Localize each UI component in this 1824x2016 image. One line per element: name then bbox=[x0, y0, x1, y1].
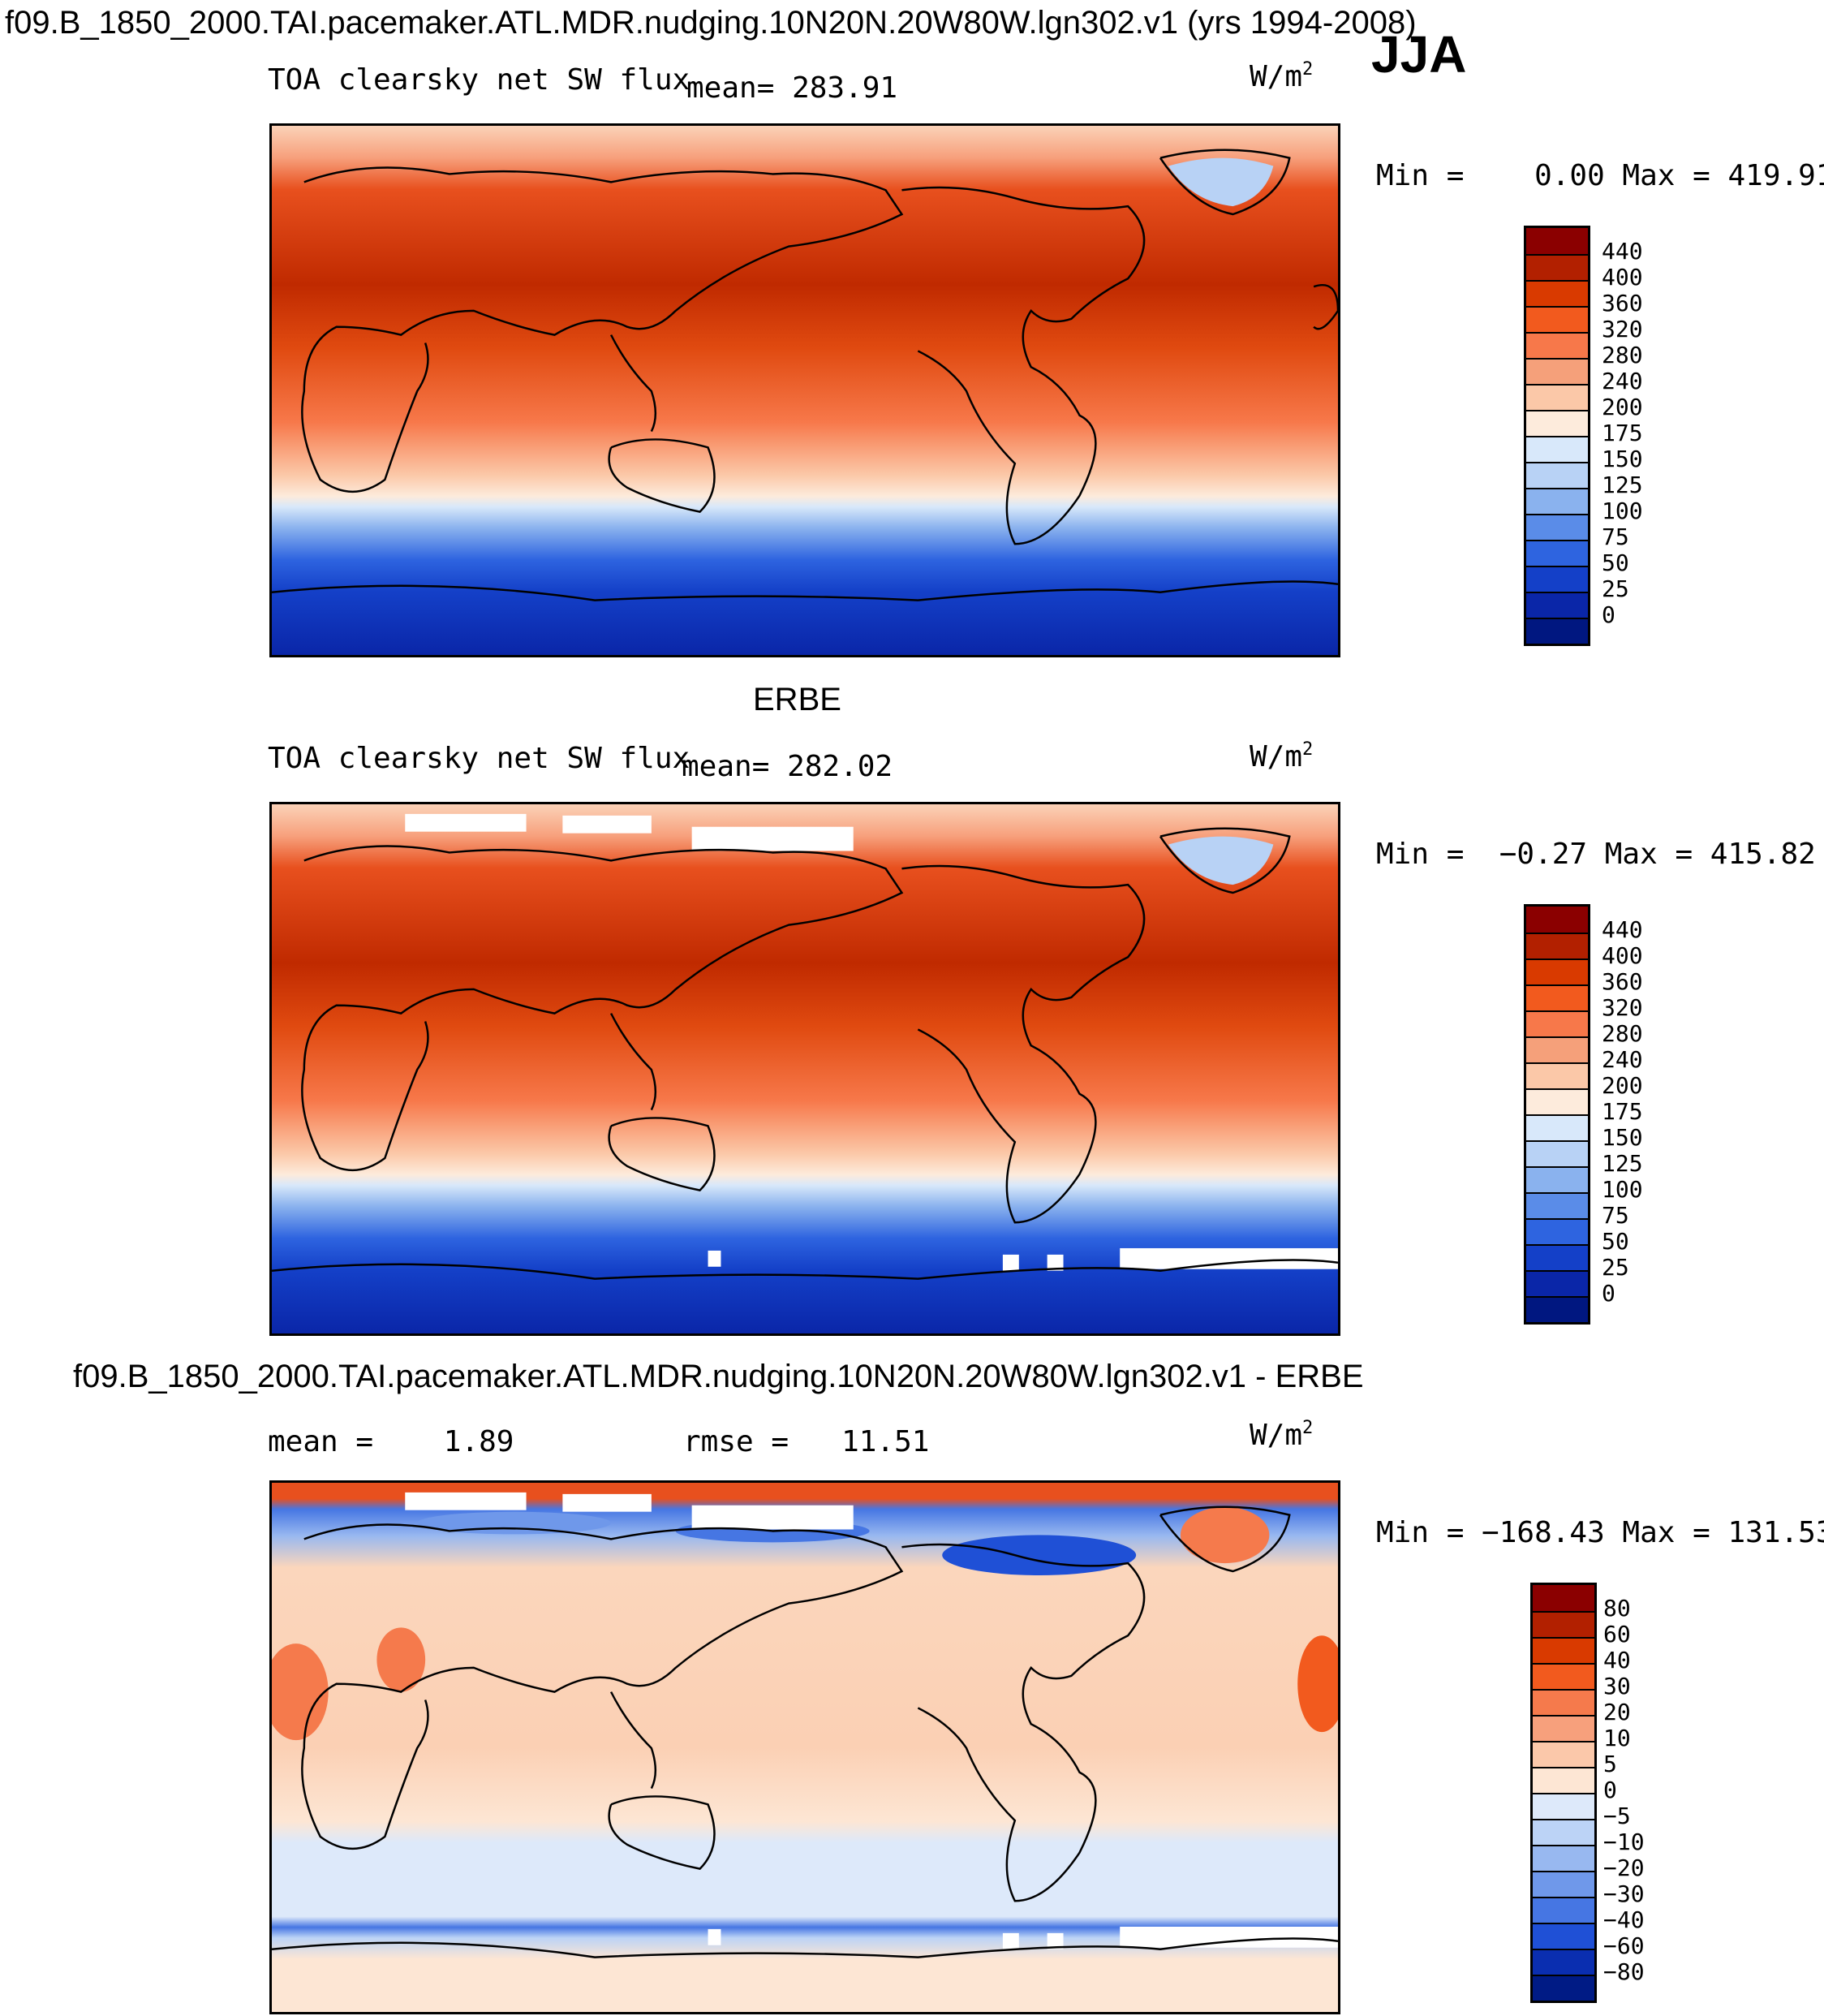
cbar-label: 280 bbox=[1602, 1020, 1643, 1047]
cbar-label: 200 bbox=[1602, 394, 1643, 420]
diff-mean-label: mean = 1.89 bbox=[268, 1425, 514, 1458]
cbar-label: 360 bbox=[1602, 290, 1643, 317]
cbar-label: 60 bbox=[1603, 1621, 1631, 1648]
cbar-label: 150 bbox=[1602, 446, 1643, 472]
top-minmax: Min = 0.00 Max = 419.91 bbox=[1376, 159, 1824, 192]
cbar-label: 20 bbox=[1603, 1699, 1631, 1725]
cbar-label: 30 bbox=[1603, 1673, 1631, 1699]
diff-title: f09.B_1850_2000.TAI.pacemaker.ATL.MDR.nu… bbox=[73, 1359, 1364, 1394]
diff-rmse-label: rmse = 11.51 bbox=[683, 1425, 930, 1458]
cbar-label: 240 bbox=[1602, 1046, 1643, 1073]
cbar-label: 320 bbox=[1602, 316, 1643, 342]
top-greenland bbox=[1168, 157, 1274, 207]
cbar-label: 440 bbox=[1602, 916, 1643, 943]
diff-units: W/m2 bbox=[1250, 1418, 1314, 1452]
top-coastlines bbox=[272, 149, 1338, 601]
mid-map bbox=[269, 802, 1340, 1336]
cbar-label: 125 bbox=[1602, 1150, 1643, 1177]
diff-mean-value: 1.89 bbox=[443, 1425, 514, 1458]
mid-missing-data bbox=[405, 813, 1338, 1271]
cbar-label: 175 bbox=[1602, 1098, 1643, 1125]
cbar-label: 150 bbox=[1602, 1124, 1643, 1151]
cbar-label: 240 bbox=[1602, 368, 1643, 394]
cbar-label: −20 bbox=[1603, 1854, 1645, 1881]
cbar-label: 440 bbox=[1602, 238, 1643, 265]
cbar-label: 40 bbox=[1603, 1647, 1631, 1674]
cbar-label: −30 bbox=[1603, 1880, 1645, 1907]
cbar-label: 200 bbox=[1602, 1072, 1643, 1099]
figure-title: f09.B_1850_2000.TAI.pacemaker.ATL.MDR.nu… bbox=[5, 5, 1417, 41]
cbar-label: 5 bbox=[1603, 1751, 1617, 1777]
mid-map-svg bbox=[272, 804, 1338, 1333]
cbar-label: −10 bbox=[1603, 1829, 1645, 1855]
cbar-label: 0 bbox=[1602, 601, 1615, 628]
top-mean-value: 283.91 bbox=[792, 71, 898, 105]
mid-greenland bbox=[1168, 836, 1274, 885]
cbar-label: 280 bbox=[1602, 342, 1643, 368]
diff-map bbox=[269, 1480, 1340, 2014]
cbar-label: 100 bbox=[1602, 498, 1643, 524]
top-map-svg bbox=[272, 126, 1338, 655]
cbar-label: 75 bbox=[1602, 1202, 1629, 1229]
mid-coastlines bbox=[272, 827, 1338, 1280]
mid-colorbar bbox=[1524, 904, 1590, 1325]
top-variable-label: TOA clearsky net SW flux bbox=[268, 63, 690, 97]
mid-minmax: Min = −0.27 Max = 415.82 bbox=[1376, 838, 1816, 871]
cbar-label: 75 bbox=[1602, 523, 1629, 550]
cbar-label: −80 bbox=[1603, 1958, 1645, 1985]
diff-field bbox=[272, 1483, 1338, 2012]
cbar-label: 125 bbox=[1602, 472, 1643, 498]
cbar-label: 0 bbox=[1602, 1280, 1615, 1307]
cbar-label: 400 bbox=[1602, 942, 1643, 969]
cbar-label: 100 bbox=[1602, 1176, 1643, 1203]
top-map bbox=[269, 123, 1340, 657]
top-mean-label: mean= 283.91 bbox=[686, 71, 898, 105]
cbar-label: 175 bbox=[1602, 420, 1643, 446]
diff-missing-data bbox=[405, 1492, 1338, 1949]
cbar-label: 80 bbox=[1603, 1595, 1631, 1622]
mid-units: W/m2 bbox=[1250, 739, 1314, 773]
mid-variable-label: TOA clearsky net SW flux bbox=[268, 742, 690, 775]
cbar-label: −5 bbox=[1603, 1803, 1631, 1829]
cbar-label: 50 bbox=[1602, 1228, 1629, 1255]
mid-mean-value: 282.02 bbox=[787, 750, 893, 783]
mid-field bbox=[272, 804, 1338, 1333]
cbar-label: 0 bbox=[1603, 1777, 1617, 1803]
cbar-label: 360 bbox=[1602, 968, 1643, 995]
top-units: W/m2 bbox=[1250, 59, 1314, 93]
cbar-label: 25 bbox=[1602, 1254, 1629, 1281]
cbar-label: −40 bbox=[1603, 1906, 1645, 1933]
mid-dataset-title: ERBE bbox=[753, 682, 841, 717]
cbar-label: 10 bbox=[1603, 1725, 1631, 1751]
cbar-label: −60 bbox=[1603, 1932, 1645, 1959]
cbar-label: 50 bbox=[1602, 549, 1629, 576]
cbar-label: 320 bbox=[1602, 994, 1643, 1021]
diff-rmse-value: 11.51 bbox=[841, 1425, 930, 1458]
cbar-label: 25 bbox=[1602, 575, 1629, 602]
diff-coastlines bbox=[272, 1506, 1338, 1958]
diff-minmax: Min = −168.43 Max = 131.53 bbox=[1376, 1516, 1824, 1549]
diff-colorbar bbox=[1530, 1583, 1597, 2003]
diff-map-svg bbox=[272, 1483, 1338, 2012]
top-field bbox=[272, 126, 1338, 655]
cbar-label: 400 bbox=[1602, 264, 1643, 291]
mid-mean-label: mean= 282.02 bbox=[682, 750, 893, 783]
top-colorbar bbox=[1524, 226, 1590, 646]
season-label: JJA bbox=[1371, 25, 1467, 84]
